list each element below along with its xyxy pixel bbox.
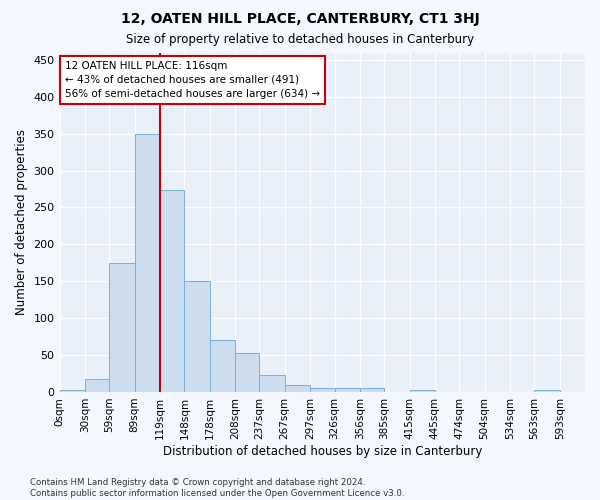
Bar xyxy=(59,390,85,392)
Bar xyxy=(410,390,435,392)
Bar xyxy=(285,386,310,392)
Bar xyxy=(335,388,360,392)
Bar xyxy=(184,282,209,392)
Text: 12 OATEN HILL PLACE: 116sqm
← 43% of detached houses are smaller (491)
56% of se: 12 OATEN HILL PLACE: 116sqm ← 43% of det… xyxy=(65,61,320,99)
Text: Size of property relative to detached houses in Canterbury: Size of property relative to detached ho… xyxy=(126,32,474,46)
Bar xyxy=(134,134,160,392)
Bar xyxy=(259,375,285,392)
Bar xyxy=(109,263,134,392)
X-axis label: Distribution of detached houses by size in Canterbury: Distribution of detached houses by size … xyxy=(163,444,482,458)
Bar xyxy=(235,353,259,392)
Bar xyxy=(160,190,184,392)
Text: Contains HM Land Registry data © Crown copyright and database right 2024.
Contai: Contains HM Land Registry data © Crown c… xyxy=(30,478,404,498)
Bar xyxy=(360,388,384,392)
Bar xyxy=(535,390,560,392)
Bar xyxy=(85,380,109,392)
Bar xyxy=(310,388,335,392)
Text: 12, OATEN HILL PLACE, CANTERBURY, CT1 3HJ: 12, OATEN HILL PLACE, CANTERBURY, CT1 3H… xyxy=(121,12,479,26)
Y-axis label: Number of detached properties: Number of detached properties xyxy=(15,129,28,315)
Bar xyxy=(209,340,235,392)
